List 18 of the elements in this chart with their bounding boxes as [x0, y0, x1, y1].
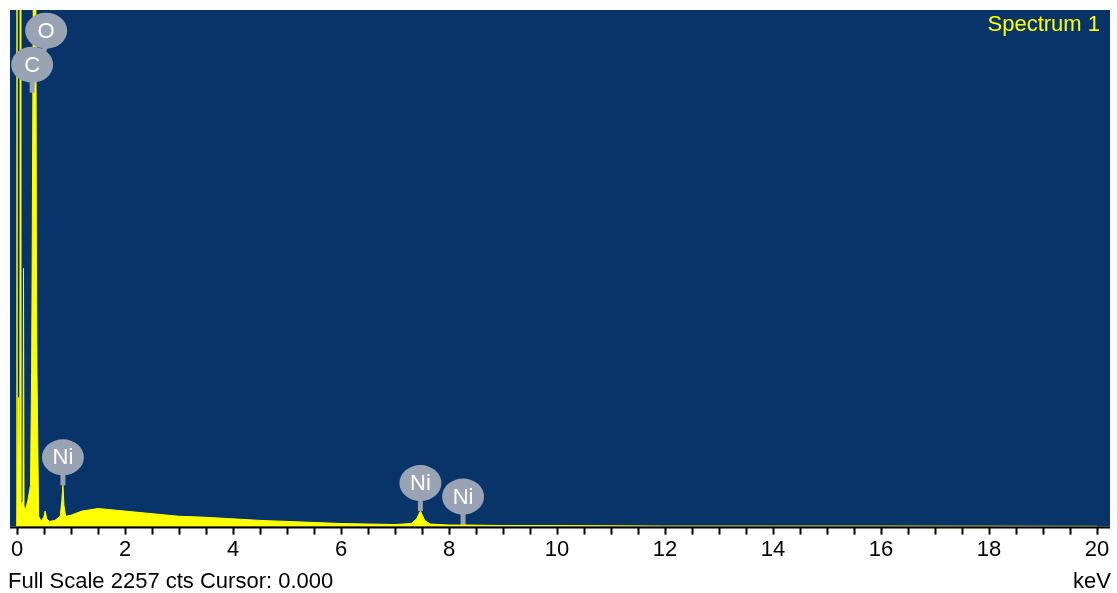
- annotation: Ni: [410, 470, 431, 496]
- x-axis-title: keV: [1073, 568, 1112, 593]
- x-tick-label: 10: [544, 535, 570, 561]
- text: Spectrum 1: [987, 11, 1100, 37]
- x-tick-label: 2: [118, 535, 132, 561]
- annotation: Ni: [452, 483, 474, 509]
- text: Full Scale 2257 cts Cursor: 0.000: [8, 568, 334, 593]
- annotation: Ni: [52, 444, 74, 470]
- x-tick-label: 4: [226, 535, 240, 561]
- annotation: O: [37, 17, 55, 43]
- x-tick-label: 16: [868, 535, 894, 561]
- x-tick-label: 6: [334, 535, 348, 561]
- x-tick-label: 8: [442, 535, 456, 561]
- x-tick-label: 14: [760, 535, 786, 561]
- x-tick-label: 18: [976, 535, 1002, 561]
- x-tick-label: 12: [652, 535, 678, 561]
- x-tick-label: 20: [1084, 535, 1110, 561]
- x-tick-label: 0: [10, 535, 24, 561]
